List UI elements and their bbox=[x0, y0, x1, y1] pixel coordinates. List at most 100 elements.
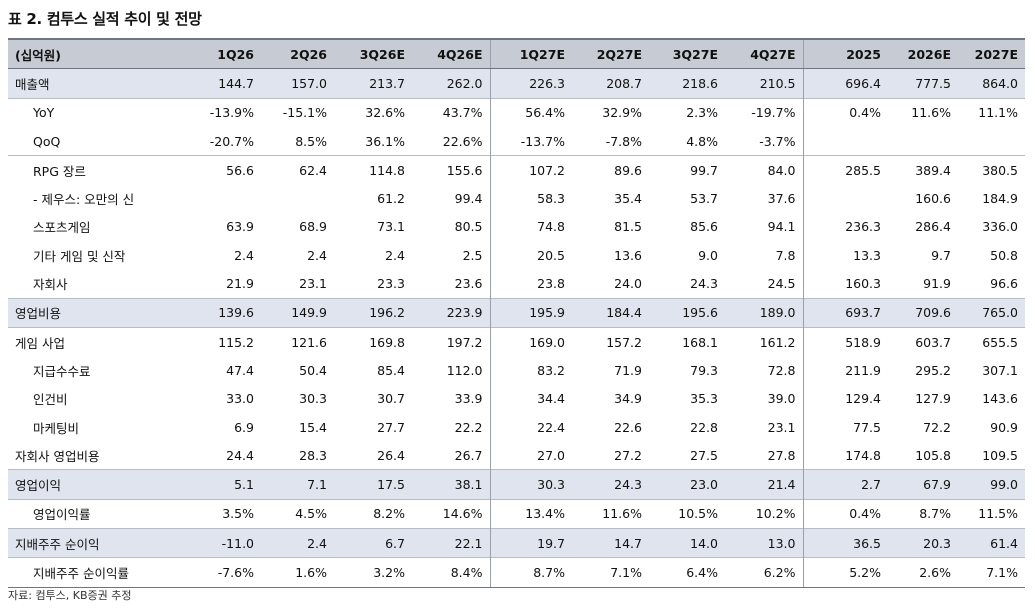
table-cell: 91.9 bbox=[923, 276, 951, 292]
table-cell: 85.6 bbox=[690, 219, 718, 235]
table-cell: 22.6% bbox=[412, 126, 491, 156]
table-cell: 30.7 bbox=[377, 391, 405, 407]
table-cell: 121.6 bbox=[261, 326, 334, 357]
table-cell: 35.3 bbox=[690, 391, 718, 407]
table-cell: 4.5% bbox=[261, 498, 334, 529]
table-cell: 23.6 bbox=[412, 269, 491, 299]
table-cell: 213.7 bbox=[334, 68, 412, 99]
table-row: YoY -13.9% -15.1% 32.6% 43.7% 56.4% 32.9… bbox=[8, 97, 1025, 127]
table-cell: 208.7 bbox=[572, 68, 649, 99]
table-cell: 11.6% bbox=[572, 498, 649, 529]
table-cell: 9.0 bbox=[698, 247, 718, 263]
table-cell: 5.2% bbox=[803, 557, 888, 588]
table-cell: 61.2 bbox=[377, 191, 405, 207]
column-header: (십억원) bbox=[8, 38, 176, 70]
table-cell: 36.1% bbox=[365, 133, 405, 149]
table-cell: 90.9 bbox=[990, 419, 1018, 435]
table-cell: 2.7 bbox=[803, 469, 888, 500]
table-cell: 2.5 bbox=[412, 241, 491, 270]
table-cell: 7.8 bbox=[725, 241, 804, 270]
column-header: 2027E bbox=[958, 38, 1025, 70]
row-label: 마케팅비 bbox=[33, 420, 80, 436]
table-cell: 43.7% bbox=[412, 97, 491, 127]
table-cell bbox=[803, 184, 888, 212]
column-header: 2Q27E bbox=[572, 38, 649, 70]
table-cell: 80.5 bbox=[412, 212, 491, 242]
column-header: 4Q26E bbox=[412, 38, 491, 70]
table-row: 자회사 21.9 23.1 23.3 23.6 23.8 24.0 24.3 2… bbox=[8, 269, 1025, 299]
table-cell: 127.9 bbox=[915, 391, 951, 407]
table-cell bbox=[803, 127, 888, 156]
table-row: QoQ -20.7% 8.5% 36.1% 22.6% -13.7% -7.8%… bbox=[8, 126, 1025, 156]
table-cell: -15.1% bbox=[261, 97, 334, 127]
table-cell: 35.4 bbox=[614, 191, 642, 207]
table-cell: -7.6% bbox=[176, 557, 261, 588]
table-cell: 24.5 bbox=[725, 269, 804, 299]
row-label: QoQ bbox=[33, 133, 61, 149]
table-row: 자회사 영업비용 24.4 28.3 26.4 26.7 27.0 27.2 2… bbox=[8, 441, 1025, 470]
table-cell: 8.7% bbox=[888, 498, 958, 529]
table-cell: 34.9 bbox=[614, 391, 642, 407]
row-label: 지배주주 순이익 bbox=[8, 528, 176, 558]
table-row: 영업비용 139.6 149.9 196.2 223.9 195.9 184.4… bbox=[8, 297, 1025, 328]
table-cell: 6.9 bbox=[234, 419, 254, 435]
table-cell: 23.3 bbox=[377, 276, 405, 292]
table-cell: 11.6% bbox=[888, 97, 958, 127]
row-label: 영업이익 bbox=[8, 469, 176, 500]
table-row: - 제우스: 오만의 신 61.2 99.4 58.3 35.4 53.7 37… bbox=[8, 184, 1025, 213]
table-cell: 34.4 bbox=[537, 391, 565, 407]
table-cell: 99.0 bbox=[958, 469, 1025, 500]
table-cell: 709.6 bbox=[888, 297, 958, 328]
table-title: 표 2. 컴투스 실적 추이 및 전망 bbox=[8, 10, 202, 28]
table-cell: 161.2 bbox=[725, 326, 804, 357]
row-label: 영업이익률 bbox=[8, 498, 176, 529]
table-cell: 603.7 bbox=[888, 326, 958, 357]
table-cell bbox=[261, 184, 334, 212]
table-cell: 226.3 bbox=[490, 68, 572, 99]
row-label: 기타 게임 및 신작 bbox=[33, 248, 126, 264]
table-cell: 68.9 bbox=[299, 219, 327, 235]
table-cell: 112.0 bbox=[412, 356, 491, 385]
table-cell: 7.1 bbox=[261, 469, 334, 500]
table-cell: 11.1% bbox=[958, 97, 1025, 127]
table-cell: 33.9 bbox=[412, 384, 491, 413]
table-cell: 14.7 bbox=[572, 528, 649, 558]
table-cell: 107.2 bbox=[490, 155, 572, 185]
row-label: RPG 장르 bbox=[8, 155, 176, 185]
table-row: 지급수수료 47.4 50.4 85.4 112.0 83.2 71.9 79.… bbox=[8, 356, 1025, 385]
table-cell: 99.4 bbox=[412, 184, 491, 213]
table-cell: 22.6 bbox=[614, 419, 642, 435]
table-cell: -3.7% bbox=[725, 126, 804, 156]
earnings-table: (십억원) 1Q26 2Q26 3Q26E 4Q26E 1Q27E 2Q27E … bbox=[8, 38, 1025, 588]
table-row: 영업이익률 3.5% 4.5% 8.2% 14.6% 13.4% 11.6% 1… bbox=[8, 498, 1025, 529]
table-cell: 129.4 bbox=[845, 391, 881, 407]
table-row: 매출액 144.7 157.0 213.7 262.0 226.3 208.7 … bbox=[8, 68, 1025, 99]
table-cell: -7.8% bbox=[605, 133, 642, 149]
table-cell: 160.3 bbox=[845, 276, 881, 292]
table-cell: 13.0 bbox=[725, 528, 804, 558]
table-cell: 19.7 bbox=[490, 528, 572, 558]
table-cell bbox=[958, 127, 1025, 156]
column-header: 1Q27E bbox=[490, 38, 572, 70]
column-header: 2026E bbox=[888, 38, 958, 70]
table-cell: 13.3 bbox=[853, 247, 881, 263]
table-cell: 168.1 bbox=[649, 326, 725, 357]
table-cell: 11.5% bbox=[958, 498, 1025, 529]
table-cell: 149.9 bbox=[261, 297, 334, 328]
row-label: 지급수수료 bbox=[33, 363, 91, 379]
table-cell: 10.5% bbox=[649, 498, 725, 529]
table-cell: 89.6 bbox=[572, 155, 649, 185]
table-cell: 864.0 bbox=[958, 68, 1025, 99]
table-cell: 36.5 bbox=[803, 528, 888, 558]
table-cell: 218.6 bbox=[649, 68, 725, 99]
table-cell: 4.8% bbox=[686, 133, 718, 149]
table-cell: 74.8 bbox=[537, 219, 565, 235]
table-cell: 47.4 bbox=[226, 362, 254, 378]
table-row: 지배주주 순이익률 -7.6% 1.6% 3.2% 8.4% 8.7% 7.1%… bbox=[8, 557, 1025, 588]
table-cell: 23.1 bbox=[725, 412, 804, 442]
table-cell: 99.7 bbox=[649, 155, 725, 185]
table-cell: 1.6% bbox=[261, 557, 334, 588]
table-cell: -13.7% bbox=[520, 133, 565, 149]
column-header: 2025 bbox=[803, 38, 888, 70]
table-cell: 2.4 bbox=[385, 247, 405, 263]
